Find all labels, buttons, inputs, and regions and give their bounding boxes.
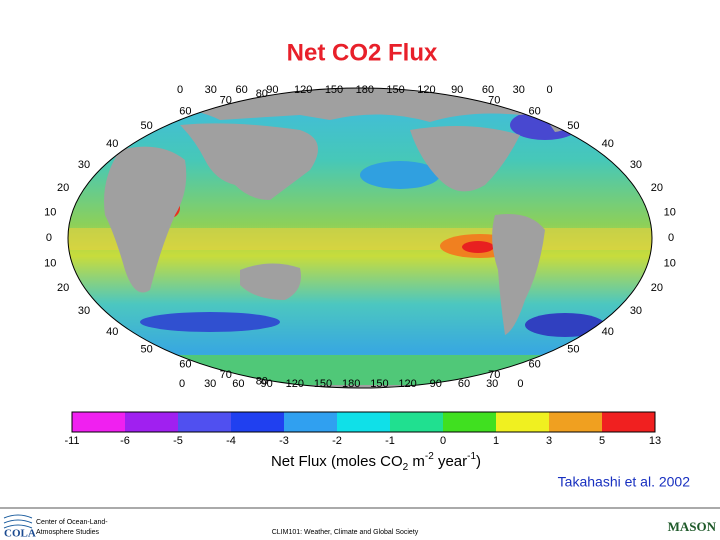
cola-text: COLA [4,528,36,540]
lat-label: 30 [630,159,642,171]
colorbar-tick-label: -4 [226,435,236,447]
lat-label: 10 [44,257,56,269]
lon-label: 0 [177,84,183,96]
course-name: CLIM101: Weather, Climate and Global Soc… [272,529,419,536]
lat-label: 10 [44,207,56,219]
university-logo: MASON [668,519,717,534]
lat-label: 40 [602,138,614,150]
lat-label: 70 [488,369,500,381]
lat-label: 50 [567,120,579,132]
lon-label: 150 [370,378,388,390]
lat-label: 40 [106,326,118,338]
lat-label: 30 [78,159,90,171]
org-line: Center of Ocean-Land- [36,519,108,526]
lon-label: 60 [458,378,470,390]
slide-title: Net CO2 Flux [287,39,438,66]
lat-label: 30 [78,305,90,317]
lon-label: 60 [482,84,494,96]
lat-label: 10 [664,207,676,219]
lat-label: 20 [57,182,69,194]
lon-label: 30 [513,84,525,96]
lon-label: 150 [325,84,343,96]
lat-label: 30 [630,305,642,317]
lon-label: 90 [260,378,272,390]
label-sub: 2 [403,462,409,473]
cola-logo: COLA [3,514,36,540]
lat-label: 60 [179,105,191,117]
lon-label: 120 [417,84,435,96]
label-sup: -2 [425,451,434,462]
lon-label: 180 [342,378,360,390]
lat-label: 10 [664,257,676,269]
lon-label: 0 [517,378,523,390]
lon-label: 30 [204,378,216,390]
lat-label: 20 [651,182,663,194]
colorbar-tick-label: -3 [279,435,289,447]
lon-label: 90 [430,378,442,390]
colorbar-tick-label: 1 [493,435,499,447]
colorbar-tick-label: -2 [332,435,342,447]
lat-label: 80 [256,376,268,388]
colorbar-tick-label: 13 [649,435,661,447]
lon-label: 30 [205,84,217,96]
lat-label: 20 [651,282,663,294]
lon-label: 90 [451,84,463,96]
lat-label: 0 [46,232,52,244]
lon-label: 0 [179,378,185,390]
lat-label: 80 [256,88,268,100]
lat-label: 50 [567,344,579,356]
lat-label: 40 [602,326,614,338]
colorbar-tick-label: -5 [173,435,183,447]
label-text: year [434,453,467,470]
colorbar-tick-label: -1 [385,435,395,447]
lon-label: 150 [386,84,404,96]
colorbar-tick-label: 3 [546,435,552,447]
label-text: ) [476,453,481,470]
colorbar-tick-label: -6 [120,435,130,447]
lat-label: 0 [668,232,674,244]
lon-label: 0 [547,84,553,96]
citation: Takahashi et al. 2002 [558,474,691,490]
label-text: Net Flux (moles CO [271,453,403,470]
lat-label: 20 [57,282,69,294]
lon-label: 180 [356,84,374,96]
lon-label: 120 [398,378,416,390]
lat-label: 50 [141,120,153,132]
lat-label: 70 [220,95,232,107]
org-line: Atmosphere Studies [36,529,100,536]
lat-label: 70 [220,369,232,381]
lon-label: 120 [286,378,304,390]
lat-label: 60 [179,358,191,370]
colorbar-label: Net Flux (moles CO2 m-2 year-1) [271,451,481,473]
colorbar-tick-label: 5 [599,435,605,447]
colorbar-tick-label: 0 [440,435,446,447]
label-sup: -1 [467,451,476,462]
globe-outline [67,87,653,389]
lat-label: 70 [488,95,500,107]
lon-label: 120 [294,84,312,96]
lat-label: 40 [106,138,118,150]
lon-label: 90 [266,84,278,96]
lat-label: 60 [528,358,540,370]
lon-label: 60 [232,378,244,390]
lon-label: 30 [486,378,498,390]
label-text: m [408,453,425,470]
colorbar [71,411,656,433]
colorbar-tick-label: -11 [64,435,79,447]
lon-label: 60 [235,84,247,96]
lon-label: 150 [314,378,332,390]
lat-label: 60 [528,105,540,117]
lat-label: 50 [141,344,153,356]
